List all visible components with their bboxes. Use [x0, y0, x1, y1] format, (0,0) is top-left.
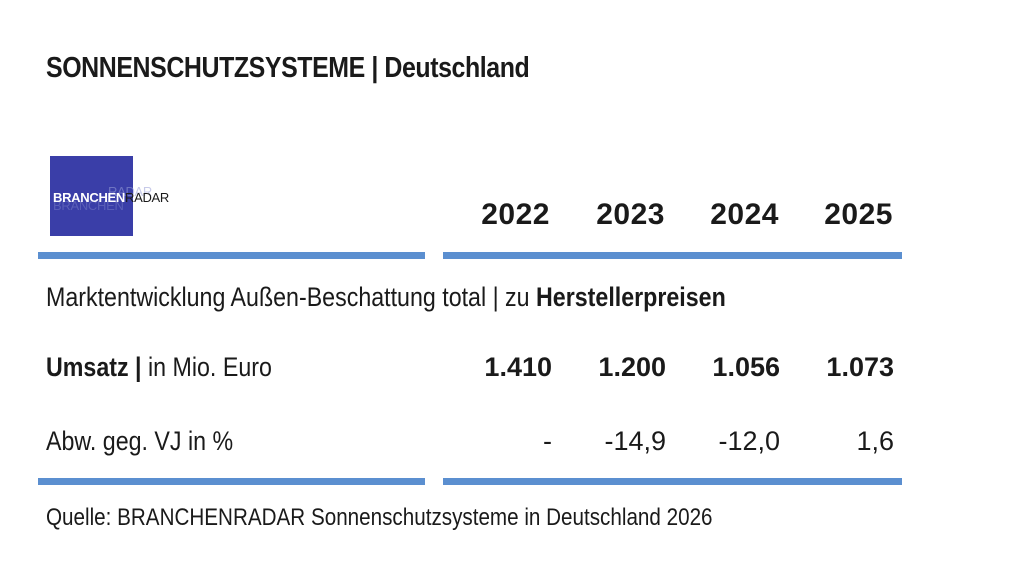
branchenradar-logo: RADAR BRANCHEN BRANCHENRADAR: [50, 156, 169, 236]
logo-part-radar: RADAR: [125, 190, 170, 205]
row-label-unit: in Mio. Euro: [141, 352, 272, 382]
table-cell: -: [543, 426, 552, 456]
logo-ghost-text: RADAR: [108, 184, 153, 199]
logo-wordmark: BRANCHENRADAR: [53, 190, 169, 205]
table-cell: 1.200: [598, 352, 666, 382]
year-header-2022: 2022: [481, 198, 550, 231]
row-label-umsatz: Umsatz | in Mio. Euro: [46, 352, 272, 383]
table-cell: 1.056: [712, 352, 780, 382]
table-cell: -14,9: [604, 426, 666, 456]
footer-rule-left: [38, 478, 425, 485]
logo-ghost-text-lower: BRANCHEN: [53, 198, 124, 213]
header-rule-left: [38, 252, 425, 259]
year-header-2023: 2023: [596, 198, 665, 231]
subtitle-bold: Herstellerpreisen: [536, 282, 726, 312]
table-cell: 1.410: [484, 352, 552, 382]
table-cell: 1,6: [856, 426, 894, 456]
row-label-bold: Umsatz |: [46, 352, 142, 382]
header-rule-right: [443, 252, 902, 259]
table-cell: -12,0: [718, 426, 780, 456]
page-title: SONNENSCHUTZSYSTEME | Deutschland: [46, 52, 530, 84]
source-note: Quelle: BRANCHENRADAR Sonnenschutzsystem…: [46, 504, 713, 531]
logo-part-branchen: BRANCHEN: [53, 190, 125, 205]
footer-rule-right: [443, 478, 902, 485]
row-label-text: Abw. geg. VJ in %: [46, 426, 234, 456]
table-cell: 1.073: [826, 352, 894, 382]
subtitle-normal: Marktentwicklung Außen-Beschattung total…: [46, 282, 537, 312]
row-label-change: Abw. geg. VJ in %: [46, 426, 233, 457]
year-header-2025: 2025: [824, 198, 893, 231]
table-subtitle: Marktentwicklung Außen-Beschattung total…: [46, 282, 726, 313]
year-header-2024: 2024: [710, 198, 779, 231]
